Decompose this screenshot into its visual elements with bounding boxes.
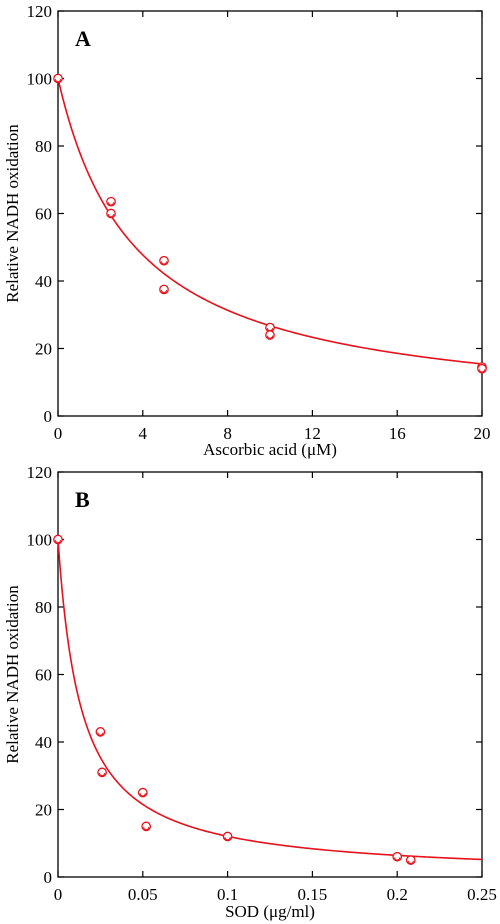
panel-letter: A: [75, 26, 91, 51]
y-tick-label: 100: [27, 531, 53, 550]
data-point-inner: [143, 826, 150, 831]
data-point-inner: [266, 335, 274, 339]
x-tick-label: 0: [54, 885, 63, 904]
y-tick-label: 80: [35, 137, 52, 156]
x-tick-label: 0.2: [387, 885, 408, 904]
data-point-inner: [224, 836, 231, 841]
data-point-inner: [107, 202, 115, 206]
panel-a-chart: 0 20 40 60 80 100 120 0 4 8 12 16 20 Ascorbic acid (μ…: [3, 2, 491, 459]
plot-frame: [57, 471, 483, 878]
y-axis-title: Relative NADH oxidation: [3, 124, 22, 303]
y-tick-label: 120: [27, 463, 53, 482]
data-point-inner: [139, 793, 146, 797]
x-axis-title: SOD (μg/ml): [225, 902, 315, 921]
x-tick-label: 4: [139, 424, 148, 443]
y-tick-label: 100: [27, 70, 53, 89]
panel-b-chart: 0 20 40 60 80 100 120 0 0.05 0.1 0.15 0.2 0.25 SOD (μ…: [3, 463, 497, 921]
panel-letter: B: [75, 487, 90, 512]
data-point-inner: [54, 539, 62, 544]
fit-curve: [57, 539, 483, 861]
y-tick-label: 40: [35, 272, 52, 291]
y-tick-label: 80: [35, 598, 52, 617]
x-axis-title: Ascorbic acid (μM): [203, 440, 337, 459]
x-tick-label: 8: [223, 424, 232, 443]
data-point-inner: [478, 369, 486, 373]
data-point-inner: [98, 772, 106, 777]
data-point-inner: [54, 78, 62, 83]
x-tick-label: 20: [474, 424, 491, 443]
y-axis-title: Relative NADH oxidation: [3, 585, 22, 764]
data-point-inner: [97, 732, 104, 736]
y-tick-label: 20: [35, 340, 52, 359]
data-point-inner: [160, 261, 168, 265]
y-tick-label: 60: [35, 205, 52, 224]
data-point-inner: [107, 213, 115, 218]
x-tick-label: 0: [54, 424, 63, 443]
x-tick-label: 0.1: [217, 885, 238, 904]
data-point-inner: [407, 860, 414, 864]
y-tick-label: 60: [35, 666, 52, 685]
y-tick-label: 0: [44, 407, 53, 426]
y-tick-label: 20: [35, 801, 52, 820]
y-tick-label: 120: [27, 2, 53, 21]
x-tick-label: 12: [304, 424, 321, 443]
data-point-inner: [160, 289, 168, 294]
y-tick-label: 40: [35, 733, 52, 752]
x-tick-label: 0.05: [128, 885, 158, 904]
plot-frame: [57, 10, 483, 417]
fit-curve: [57, 78, 483, 365]
x-tick-label: 0.25: [467, 885, 497, 904]
y-tick-label: 0: [44, 868, 53, 887]
x-tick-label: 16: [389, 424, 406, 443]
x-tick-label: 0.15: [298, 885, 328, 904]
data-point-inner: [394, 857, 401, 861]
